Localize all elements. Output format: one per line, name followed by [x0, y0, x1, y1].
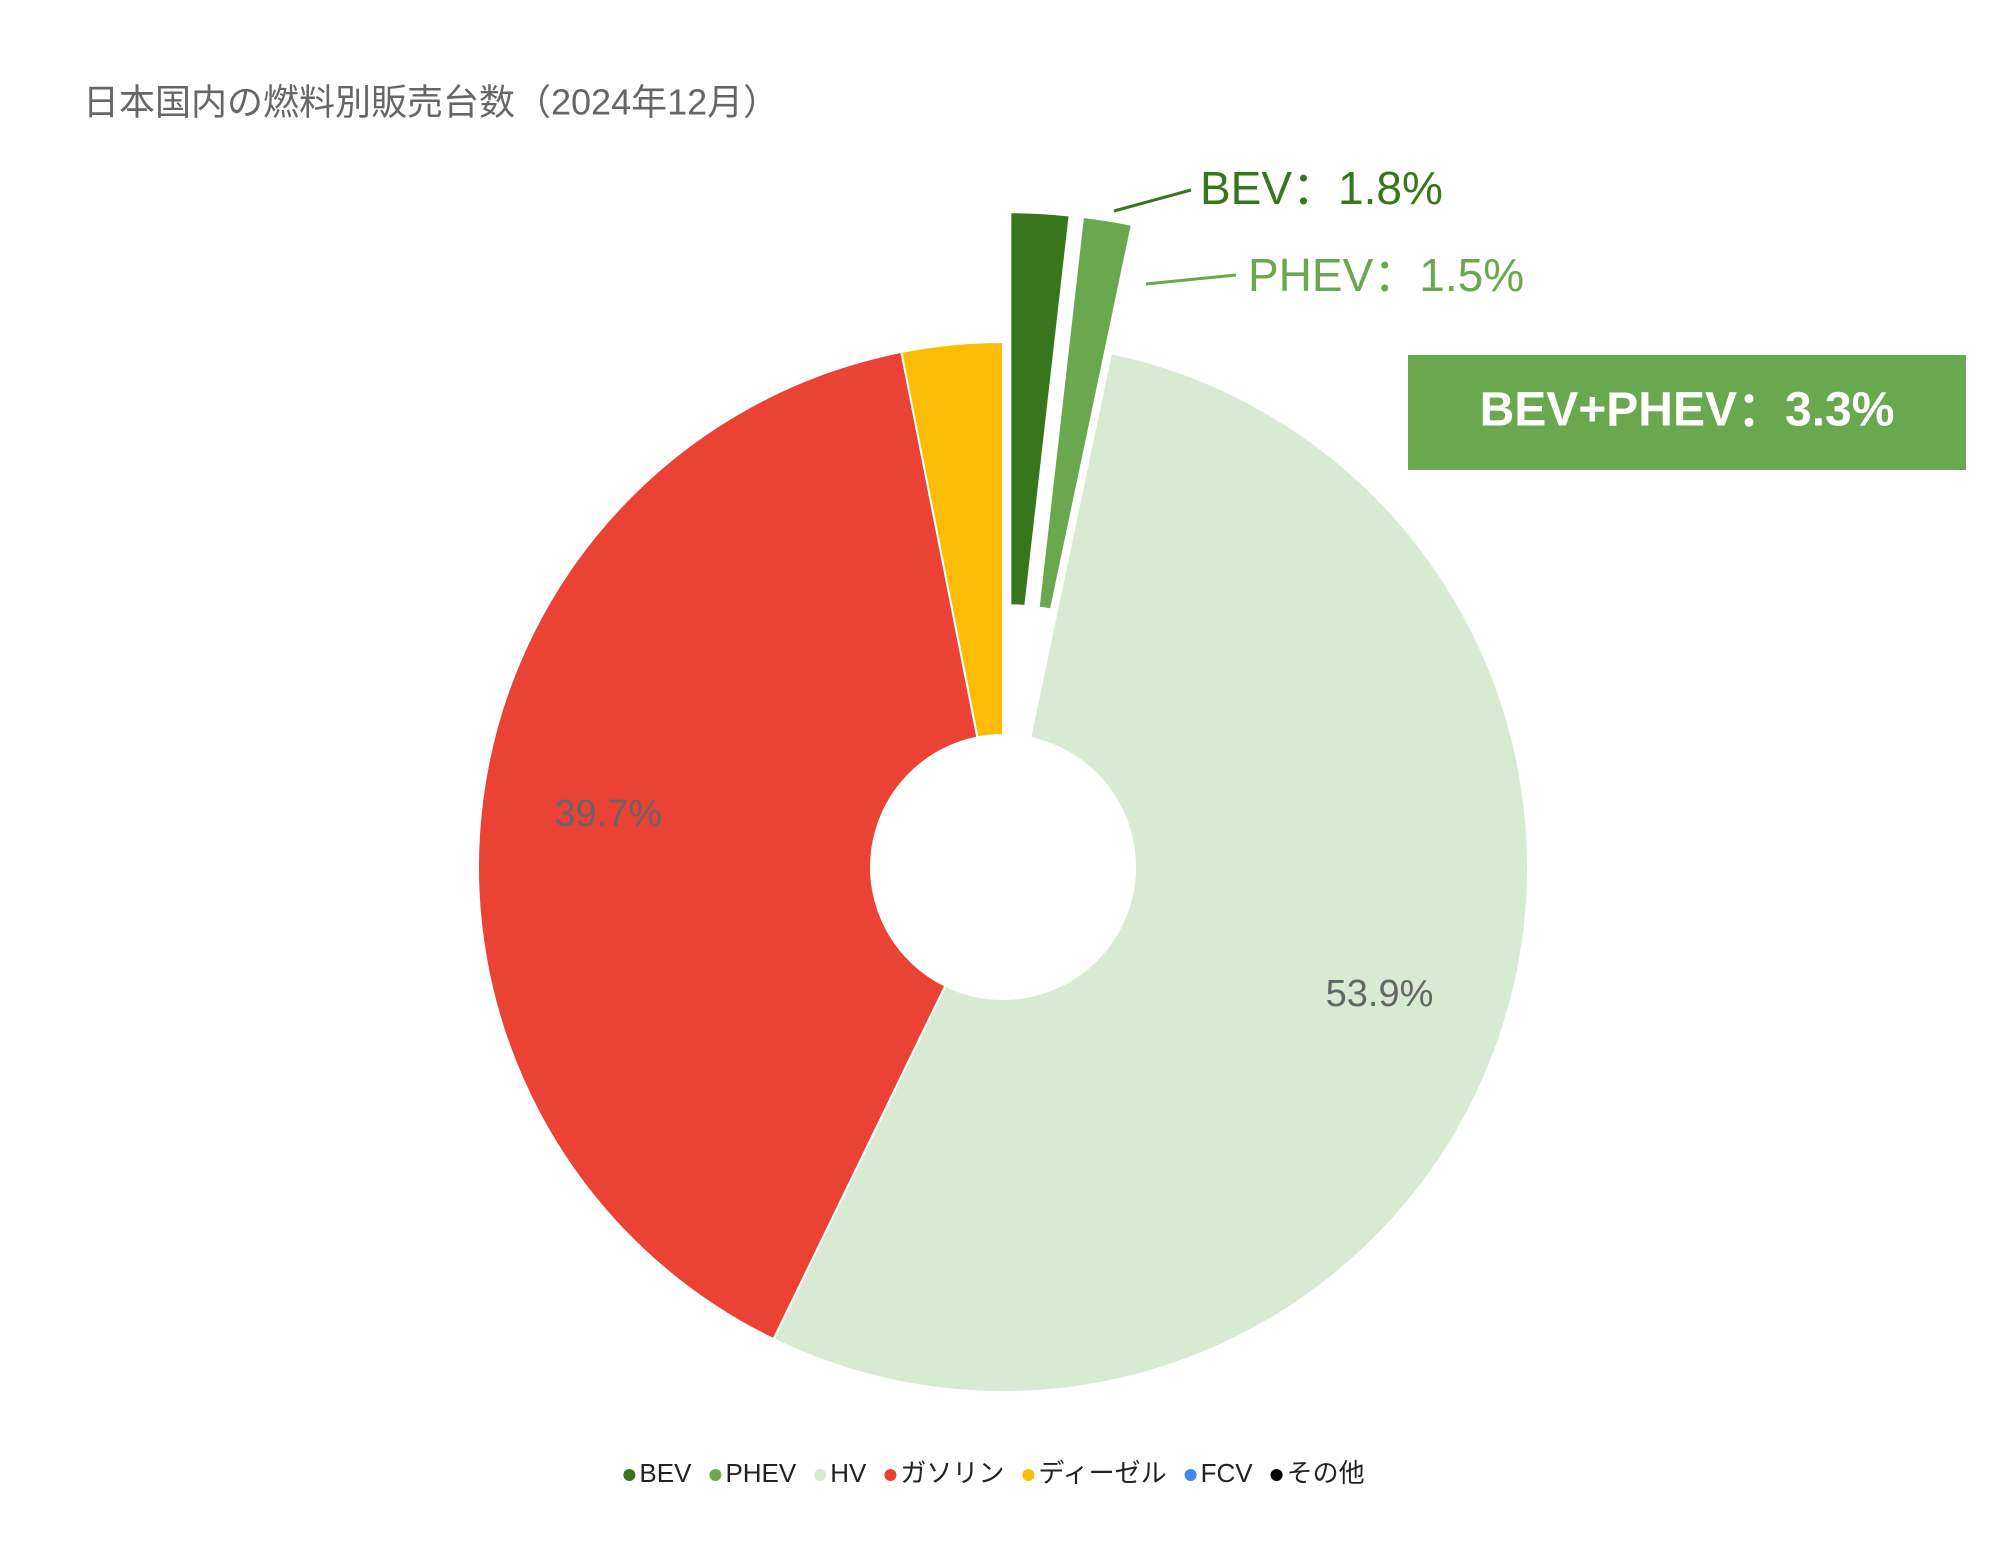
- legend-marker: [1270, 1469, 1283, 1481]
- legend-marker: [1022, 1469, 1035, 1481]
- legend-marker: [709, 1469, 722, 1481]
- legend-label: FCV: [1201, 1458, 1254, 1488]
- legend-marker: [884, 1469, 897, 1481]
- data-label: PHEV：1.5%: [1248, 249, 1524, 301]
- chart-title: 日本国内の燃料別販売台数（2024年12月）: [83, 82, 779, 123]
- pie-slice: [476, 350, 979, 1341]
- legend-label: その他: [1287, 1458, 1365, 1488]
- leader-line: [1145, 273, 1237, 286]
- legend-label: ガソリン: [900, 1458, 1004, 1488]
- legend-label: BEV: [639, 1458, 692, 1488]
- legend-label: PHEV: [725, 1458, 796, 1488]
- pie-slice: [1009, 211, 1071, 608]
- pie-slice: [772, 352, 1529, 1393]
- data-label: 39.7%: [554, 793, 662, 835]
- data-label: BEV：1.8%: [1200, 162, 1443, 214]
- annotation: BEV+PHEV：3.3%: [1480, 384, 1895, 437]
- annotation-box: [1408, 355, 1966, 470]
- pie-slice: [1037, 215, 1134, 611]
- legend-marker: [814, 1469, 827, 1481]
- legend-marker: [623, 1469, 636, 1481]
- leader-line: [1113, 188, 1192, 213]
- legend-label: ディーゼル: [1038, 1458, 1166, 1488]
- legend-marker: [1184, 1469, 1197, 1481]
- data-label: 53.9%: [1326, 973, 1434, 1015]
- legend-label: HV: [830, 1458, 867, 1488]
